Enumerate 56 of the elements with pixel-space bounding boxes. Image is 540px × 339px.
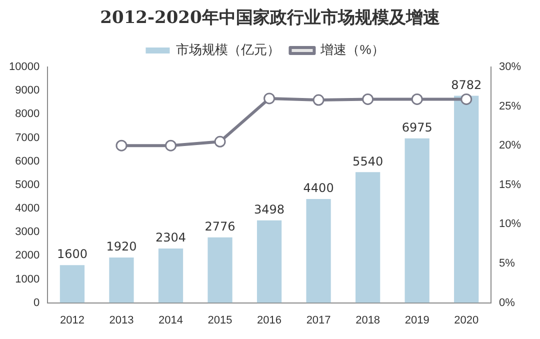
- x-tick-label: 2014: [158, 314, 183, 326]
- legend-label: 市场规模（亿元）: [176, 42, 280, 58]
- x-tick-label: 2019: [404, 314, 430, 326]
- legend-label: 增速（%）: [320, 42, 384, 58]
- point: [411, 93, 423, 105]
- data-label: 1600: [56, 247, 88, 262]
- y2-tick-label: 20%: [498, 140, 522, 152]
- x-tick-label: 2015: [208, 314, 232, 326]
- y-tick-label: 0: [33, 296, 40, 309]
- y-tick-label: 3000: [15, 226, 40, 238]
- bar: [404, 138, 430, 303]
- x-tick-label: 2020: [454, 314, 479, 326]
- y2-tick-label: 25%: [498, 100, 522, 112]
- x-tick-label: 2012: [60, 314, 84, 326]
- y-tick-label: 7000: [15, 132, 40, 144]
- bar: [306, 199, 331, 303]
- x-tick-label: 2018: [356, 314, 380, 326]
- y-tick-label: 9000: [15, 84, 40, 97]
- x-tick-label: 2017: [306, 314, 331, 326]
- bar: [356, 172, 380, 303]
- data-label: 6975: [402, 120, 432, 134]
- bar: [109, 258, 134, 303]
- y2-tick-label: 10%: [498, 218, 522, 230]
- x-tick-label: 2016: [257, 314, 282, 326]
- point: [460, 93, 472, 105]
- point: [312, 94, 324, 106]
- y2-tick-label: 15%: [498, 178, 522, 191]
- data-label: 3498: [254, 202, 285, 216]
- data-label: 8782: [451, 78, 482, 92]
- chart-title: 2012-2020年中国家政行业市场规模及增速: [99, 7, 441, 29]
- x-tick-label: 2013: [109, 314, 134, 326]
- point: [264, 92, 276, 104]
- y-tick-label: 5000: [15, 178, 40, 191]
- point: [362, 93, 374, 105]
- bar: [158, 248, 184, 303]
- data-label: 2776: [204, 219, 236, 234]
- point: [116, 140, 128, 152]
- y2-tick-label: 5%: [498, 258, 516, 270]
- point: [214, 136, 226, 148]
- point: [165, 140, 177, 152]
- data-label: 4400: [303, 181, 334, 196]
- y-tick-label: 1000: [15, 273, 40, 286]
- y-tick-label: 10000: [8, 61, 40, 74]
- y-tick-label: 2000: [15, 250, 40, 262]
- y2-tick-label: 0%: [498, 296, 516, 309]
- y-tick-label: 4000: [15, 202, 40, 215]
- data-label: 2304: [155, 230, 186, 245]
- y-tick-label: 8000: [15, 108, 40, 120]
- data-label: 5540: [352, 154, 384, 168]
- y2-tick-label: 30%: [498, 61, 522, 74]
- bar: [454, 96, 479, 303]
- data-label: 1920: [106, 240, 137, 254]
- bar: [256, 220, 282, 303]
- bar: [60, 265, 85, 303]
- bar: [208, 237, 232, 303]
- y-tick-label: 6000: [15, 155, 40, 168]
